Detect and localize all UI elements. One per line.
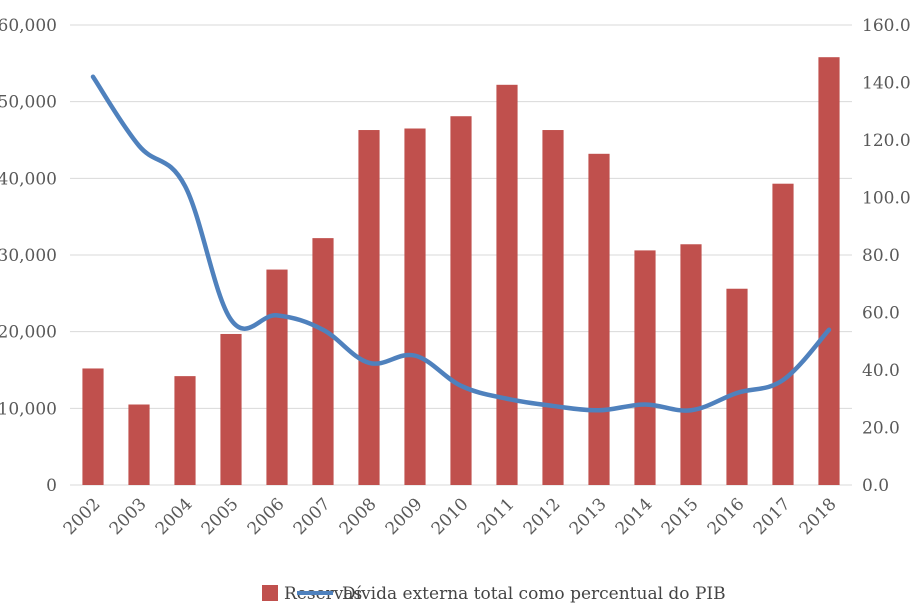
x-tick-label: 2007	[290, 494, 335, 539]
right-tick-label: 80.0	[862, 246, 900, 266]
x-tick-label: 2005	[198, 494, 243, 539]
x-tick-label: 2009	[382, 494, 427, 539]
bar-reservas	[220, 333, 242, 485]
right-tick-label: 60.0	[862, 304, 900, 324]
right-tick-label: 0.0	[862, 476, 889, 496]
left-y-axis: 0 10,000 20,000 30,000 40,000 50,000 60,000	[0, 16, 57, 496]
bar-reservas	[128, 404, 150, 485]
x-tick-label: 2004	[152, 494, 197, 539]
right-tick-label: 140.0	[862, 74, 911, 94]
x-tick-label: 2014	[612, 494, 657, 539]
right-y-axis: 0.0 20.0 40.0 60.0 80.0 100.0 120.0 140.0 160.0	[862, 16, 911, 496]
x-tick-label: 2012	[520, 494, 565, 539]
right-tick-label: 40.0	[862, 361, 900, 381]
legend-debt-label: Dívida externa total como percentual do …	[342, 584, 726, 604]
debt-line-series	[90, 74, 832, 413]
legend: Reservas Dívida externa total como perce…	[262, 584, 726, 604]
x-tick-label: 2013	[566, 494, 611, 539]
reservas-bars	[82, 57, 840, 486]
line-debt-pct-gdp	[90, 74, 832, 413]
bar-reservas	[496, 84, 518, 486]
bar-reservas	[726, 288, 748, 485]
right-tick-label: 20.0	[862, 419, 900, 439]
x-tick-label: 2018	[796, 494, 841, 539]
x-tick-label: 2011	[474, 494, 519, 539]
x-tick-label: 2008	[336, 494, 381, 539]
right-tick-label: 120.0	[862, 131, 911, 151]
bar-reservas	[82, 368, 104, 485]
left-tick-label: 0	[46, 476, 57, 496]
bar-reservas	[404, 128, 426, 485]
right-tick-label: 160.0	[862, 16, 911, 36]
x-tick-label: 2010	[428, 494, 473, 539]
bar-reservas	[266, 269, 288, 485]
bar-reservas	[588, 153, 610, 486]
left-tick-label: 50,000	[0, 93, 57, 113]
left-tick-label: 60,000	[0, 16, 57, 36]
bar-reservas	[450, 116, 472, 485]
bar-reservas	[542, 130, 564, 486]
x-tick-label: 2015	[658, 494, 703, 539]
bar-reservas	[818, 57, 840, 485]
bar-reservas	[174, 376, 196, 485]
left-tick-label: 20,000	[0, 323, 57, 343]
legend-reservas-swatch	[262, 585, 278, 601]
left-tick-label: 10,000	[0, 399, 57, 419]
x-tick-label: 2002	[60, 494, 105, 539]
right-tick-label: 100.0	[862, 189, 911, 209]
x-tick-label: 2006	[244, 494, 289, 539]
bar-reservas	[680, 244, 702, 485]
x-tick-label: 2016	[704, 494, 749, 539]
x-tick-label: 2017	[750, 494, 795, 539]
bar-reservas	[312, 238, 334, 485]
bar-reservas	[634, 250, 656, 485]
bar-reservas	[358, 130, 380, 486]
x-axis: 2002 2003 2004 2005 2006 2007 2008 2009 2010 2011…	[60, 494, 841, 539]
left-tick-label: 40,000	[0, 169, 57, 189]
left-tick-label: 30,000	[0, 246, 57, 266]
x-tick-label: 2003	[106, 494, 151, 539]
bar-reservas	[772, 183, 794, 485]
